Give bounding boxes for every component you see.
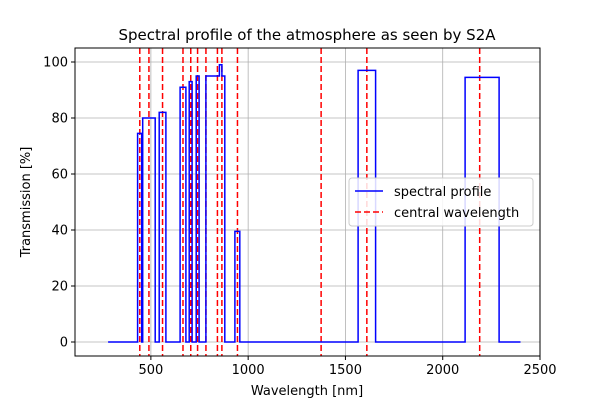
x-axis-label: Wavelength [nm] <box>251 384 363 399</box>
plot-frame <box>74 47 541 357</box>
x-tick-label-2500: 2500 <box>523 363 556 378</box>
x-tick-label-1500: 1500 <box>329 363 362 378</box>
y-tick-label-60: 60 <box>51 168 68 183</box>
legend-label-central-wavelength: central wavelength <box>394 206 519 221</box>
legend-label-spectral-profile: spectral profile <box>394 185 491 200</box>
x-tick-label-1000: 1000 <box>232 363 265 378</box>
x-axis-ticks: 500 1000 1500 2000 2500 <box>138 356 557 378</box>
y-tick-label-40: 40 <box>51 224 68 239</box>
x-tick-label-500: 500 <box>138 363 163 378</box>
y-tick-label-20: 20 <box>51 280 68 295</box>
y-tick-label-80: 80 <box>51 112 68 127</box>
y-tick-label-100: 100 <box>43 56 68 71</box>
central-wavelength-lines <box>139 48 481 356</box>
y-axis-label: Transmission [%] <box>19 147 34 259</box>
y-axis-ticks: 0 20 40 60 80 100 <box>43 56 75 351</box>
legend-box <box>348 177 534 227</box>
legend: spectral profile central wavelength <box>348 177 534 227</box>
chart-title: Spectral profile of the atmosphere as se… <box>118 26 496 44</box>
y-tick-label-0: 0 <box>60 336 68 351</box>
x-tick-label-2000: 2000 <box>426 363 459 378</box>
